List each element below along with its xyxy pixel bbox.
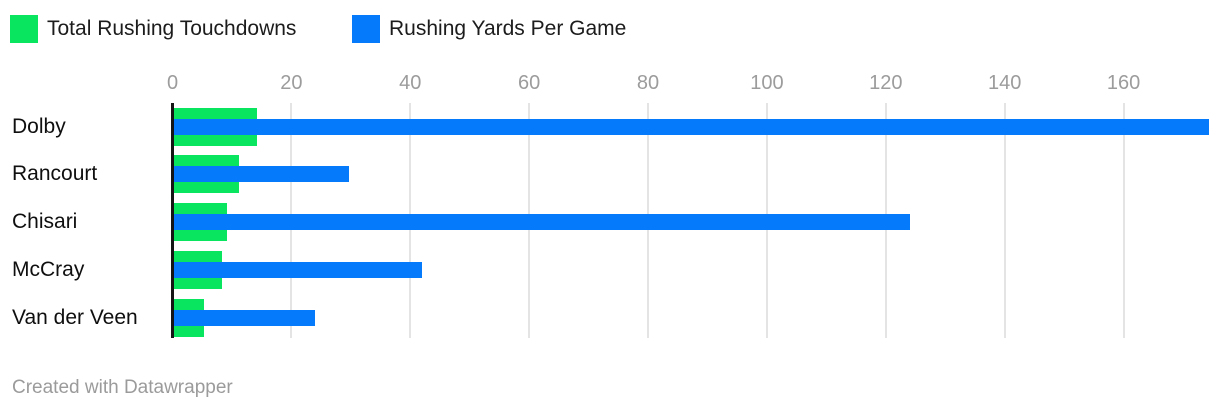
yards-per-game-bar (174, 214, 910, 230)
legend-item: Rushing Yards Per Game (352, 15, 626, 43)
legend-swatch-icon (352, 15, 380, 43)
plot-area: 0 20 40 60 80 100 120 140 160 (167, 72, 1220, 338)
x-axis-tick-label: 60 (518, 72, 541, 94)
x-axis-tick-label: 20 (280, 72, 303, 94)
x-axis-tick-label: 140 (987, 72, 1022, 94)
datawrapper-credit: Created with Datawrapper (12, 377, 233, 398)
category-label: Van der Veen (12, 305, 138, 329)
legend-label: Total Rushing Touchdowns (47, 17, 297, 40)
y-axis-line (171, 103, 174, 338)
x-axis-tick-label: 40 (399, 72, 422, 94)
legend-label: Rushing Yards Per Game (389, 17, 627, 40)
gridline (1003, 103, 1006, 338)
x-axis-tick-label: 160 (1106, 72, 1141, 94)
x-axis-tick-label: 100 (750, 72, 784, 94)
category-label: McCray (12, 257, 85, 281)
category-label: Dolby (12, 114, 66, 138)
legend-item: Total Rushing Touchdowns (10, 15, 296, 43)
x-axis-tick-label: 80 (636, 72, 660, 94)
yards-per-game-bar (174, 309, 316, 326)
yards-per-game-bar (174, 261, 422, 278)
category-label: Rancourt (12, 162, 98, 186)
x-axis-tick-label: 120 (869, 72, 903, 94)
yards-per-game-bar (174, 166, 350, 183)
legend-swatch-icon (10, 15, 38, 43)
category-label: Chisari (12, 210, 78, 233)
yards-per-game-bar (174, 118, 1210, 135)
gridline (1122, 103, 1125, 338)
x-axis-tick-label: 0 (166, 72, 179, 94)
